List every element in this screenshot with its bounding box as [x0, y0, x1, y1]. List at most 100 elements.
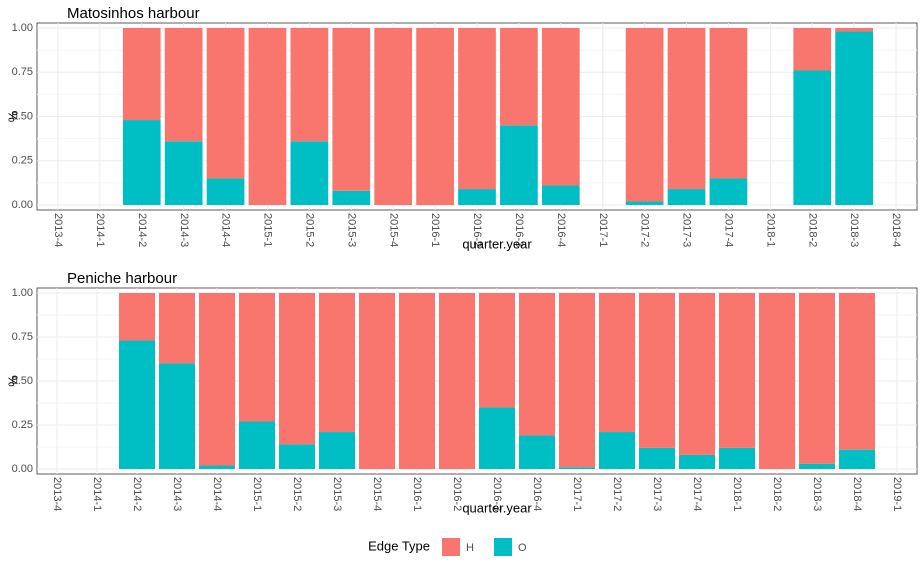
x-tick-label: 2018-1 — [764, 213, 776, 247]
bar-segment — [239, 293, 275, 422]
bar-segment — [793, 70, 832, 205]
x-tick-label: 2014-2 — [131, 477, 143, 511]
x-tick-label: 2018-4 — [851, 477, 863, 511]
x-tick-label: 2016-3 — [491, 477, 503, 511]
x-tick-label: 2015-3 — [331, 477, 343, 511]
bar-segment — [667, 189, 706, 205]
legend-swatch — [442, 538, 460, 556]
bar-segment — [290, 28, 329, 142]
x-tick-label: 2014-1 — [91, 477, 103, 511]
x-tick-label: 2017-4 — [691, 477, 703, 511]
bar-segment — [719, 447, 755, 469]
bar-segment — [122, 120, 161, 205]
x-tick-label: 2014-4 — [211, 477, 223, 511]
bar-segment — [799, 463, 835, 469]
bar-segment — [279, 293, 315, 445]
x-tick-label: 2014-4 — [220, 213, 232, 247]
bar-segment — [439, 293, 475, 469]
x-tick-label: 2018-3 — [848, 213, 860, 247]
x-tick-label: 2019-1 — [891, 477, 903, 511]
x-tick-label: 2016-2 — [451, 477, 463, 511]
bar-segment — [290, 141, 329, 205]
bar-segment — [599, 293, 635, 433]
bar-segment — [839, 293, 875, 450]
bar-segment — [500, 28, 538, 126]
x-tick-label: 2017-1 — [597, 213, 609, 247]
bar-segment — [319, 293, 355, 433]
y-axis-label: % — [5, 110, 20, 122]
x-tick-label: 2018-2 — [771, 477, 783, 511]
y-tick-label: 1.00 — [12, 287, 33, 299]
y-tick-label: 0.00 — [12, 199, 33, 211]
bar-segment — [679, 454, 715, 469]
x-tick-label: 2018-2 — [806, 213, 818, 247]
x-tick-label: 2015-3 — [345, 213, 357, 247]
bar-segment — [206, 28, 245, 179]
y-tick-label: 0.50 — [12, 375, 33, 387]
chart-title: Matosinhos harbour — [67, 5, 200, 22]
x-tick-label: 2017-1 — [571, 477, 583, 511]
bar-segment — [199, 465, 235, 469]
bar-segment — [625, 28, 664, 202]
bar-segment — [479, 407, 515, 469]
x-tick-label: 2015-4 — [371, 477, 383, 511]
bar-segment — [639, 447, 675, 469]
bar-segment — [500, 125, 538, 205]
bar-segment — [835, 31, 873, 206]
bar-segment — [519, 435, 555, 469]
y-tick-label: 0.75 — [12, 331, 33, 343]
y-tick-label: 0.00 — [12, 463, 33, 475]
bar-segment — [374, 28, 413, 205]
x-tick-label: 2013-4 — [52, 213, 64, 247]
y-tick-label: 0.75 — [12, 66, 33, 78]
x-tick-label: 2017-4 — [723, 213, 735, 247]
x-tick-label: 2018-1 — [731, 477, 743, 511]
bar-segment — [759, 293, 795, 469]
bar-segment — [541, 185, 580, 205]
bar-segment — [839, 449, 875, 469]
y-tick-label: 1.00 — [12, 22, 33, 34]
bar-segment — [479, 293, 515, 408]
bar-segment — [679, 293, 715, 455]
x-tick-label: 2016-1 — [429, 213, 441, 247]
bar-segment — [239, 421, 275, 469]
bar-segment — [835, 28, 873, 32]
x-tick-label: 2016-4 — [555, 213, 567, 247]
x-tick-label: 2018-4 — [890, 213, 902, 247]
y-tick-label: 0.25 — [12, 419, 33, 431]
y-tick-label: 0.50 — [12, 110, 33, 122]
bar-segment — [719, 293, 755, 448]
bar-segment — [599, 432, 635, 469]
bar-segment — [159, 293, 195, 364]
bar-segment — [458, 189, 496, 205]
y-axis-label: % — [5, 375, 20, 387]
bar-segment — [332, 190, 371, 205]
bar-segment — [164, 141, 203, 205]
x-tick-label: 2016-3 — [513, 213, 525, 247]
bar-segment — [279, 444, 315, 469]
x-axis-label: quarter.year — [462, 236, 532, 251]
bar-segment — [541, 28, 580, 186]
bar-segment — [709, 28, 748, 179]
x-tick-label: 2017-3 — [681, 213, 693, 247]
bar-segment — [122, 28, 161, 121]
bar-segment — [458, 28, 496, 190]
x-tick-label: 2014-1 — [94, 213, 106, 247]
x-tick-label: 2015-2 — [303, 213, 315, 247]
bar-segment — [709, 178, 748, 205]
bar-segment — [639, 293, 675, 448]
bar-segment — [206, 178, 245, 205]
bar-segment — [332, 28, 371, 191]
bar-segment — [199, 293, 235, 466]
bar-segment — [119, 293, 155, 341]
legend-title: Edge Type — [368, 538, 430, 553]
bar-segment — [399, 293, 435, 469]
bar-segment — [559, 467, 595, 469]
y-tick-label: 0.25 — [12, 155, 33, 167]
x-tick-label: 2014-3 — [178, 213, 190, 247]
bar-segment — [164, 28, 203, 142]
x-tick-label: 2014-3 — [171, 477, 183, 511]
x-tick-label: 2015-2 — [291, 477, 303, 511]
x-tick-label: 2017-3 — [651, 477, 663, 511]
